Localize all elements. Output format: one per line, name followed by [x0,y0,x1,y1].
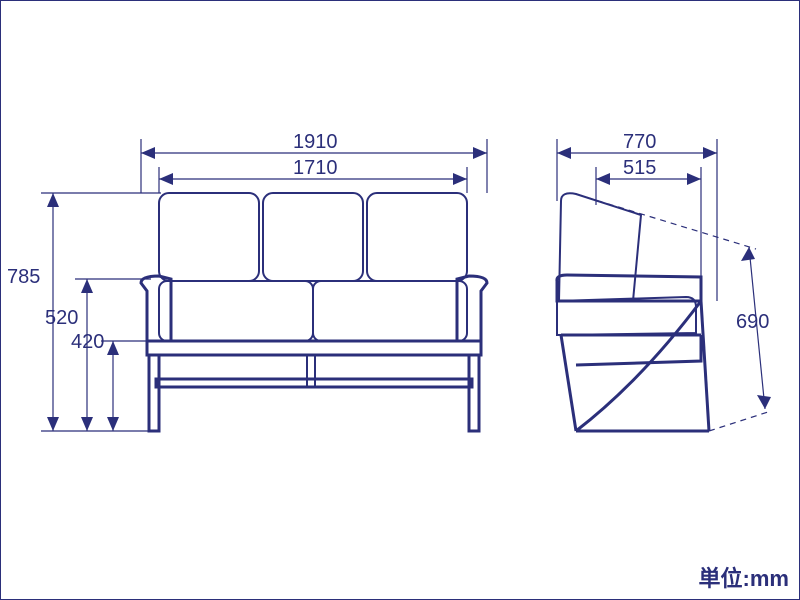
diagram-canvas: 1910 1710 785 520 420 770 515 690 単位:mm [0,0,800,600]
front-view [141,193,487,431]
dim-depth-seat [596,167,701,277]
unit-label: 単位:mm [699,561,789,593]
label-height-armrest: 520 [45,307,78,330]
side-view [557,193,709,431]
label-width-overall: 1910 [293,131,338,154]
label-back-diagonal: 690 [736,311,769,334]
dim-height-seat [101,341,151,431]
label-height-overall: 785 [7,266,40,289]
label-depth-overall: 770 [623,131,656,154]
label-height-seat: 420 [71,331,104,354]
drawing-svg [1,1,800,600]
label-width-seat: 1710 [293,157,338,180]
label-depth-seat: 515 [623,157,656,180]
